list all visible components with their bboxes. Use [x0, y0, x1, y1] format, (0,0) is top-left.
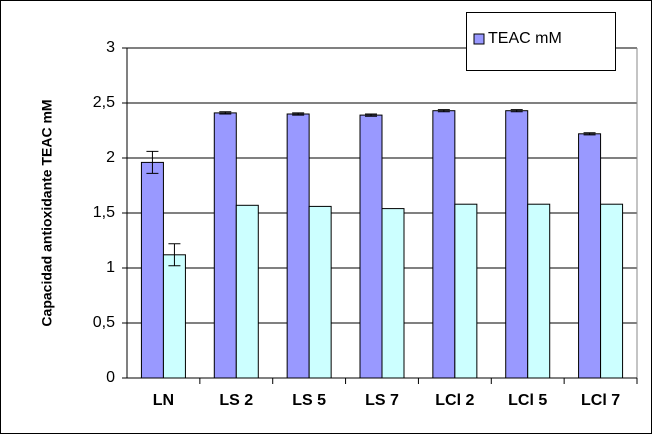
x-tick-label: LCl 7 [581, 392, 620, 409]
bar [308, 205, 332, 379]
bar [381, 208, 405, 379]
y-tick-label: 2,5 [93, 94, 115, 111]
y-tick-label: 3 [106, 39, 115, 56]
bar [527, 203, 551, 379]
x-tick-label: LCl 5 [508, 392, 547, 409]
error-bar [437, 109, 450, 113]
bar [286, 113, 310, 379]
bar [162, 254, 186, 379]
x-tick-label: LS 7 [365, 392, 399, 409]
x-tick-label: LS 2 [219, 392, 253, 409]
error-bar [292, 112, 305, 116]
error-bar [365, 113, 377, 117]
y-tick-label: 1 [106, 259, 115, 276]
error-bar [583, 132, 596, 136]
error-bar [146, 150, 159, 174]
bar [505, 110, 529, 379]
bar [235, 204, 259, 379]
bar [600, 203, 624, 379]
x-tick-label: LCl 2 [435, 392, 474, 409]
bar [454, 203, 478, 379]
bar [578, 133, 602, 379]
error-bar [219, 111, 232, 115]
y-tick-label: 0,5 [93, 314, 115, 331]
y-tick-label: 1,5 [93, 204, 115, 221]
legend-box [466, 12, 616, 71]
y-tick-label: 0 [106, 369, 115, 386]
x-tick-label: LS 5 [292, 392, 326, 409]
bar [213, 112, 237, 379]
bar [432, 110, 456, 379]
error-bar [510, 109, 523, 113]
bar [359, 114, 383, 379]
error-bar [168, 243, 181, 267]
y-axis-label: Capacidad antioxidante TEAC mM [39, 99, 55, 326]
bar [140, 161, 164, 379]
legend-swatch [473, 33, 485, 45]
legend-label: TEAC mM [488, 30, 562, 47]
y-tick-label: 2 [106, 149, 115, 166]
x-tick-label: LN [153, 392, 174, 409]
